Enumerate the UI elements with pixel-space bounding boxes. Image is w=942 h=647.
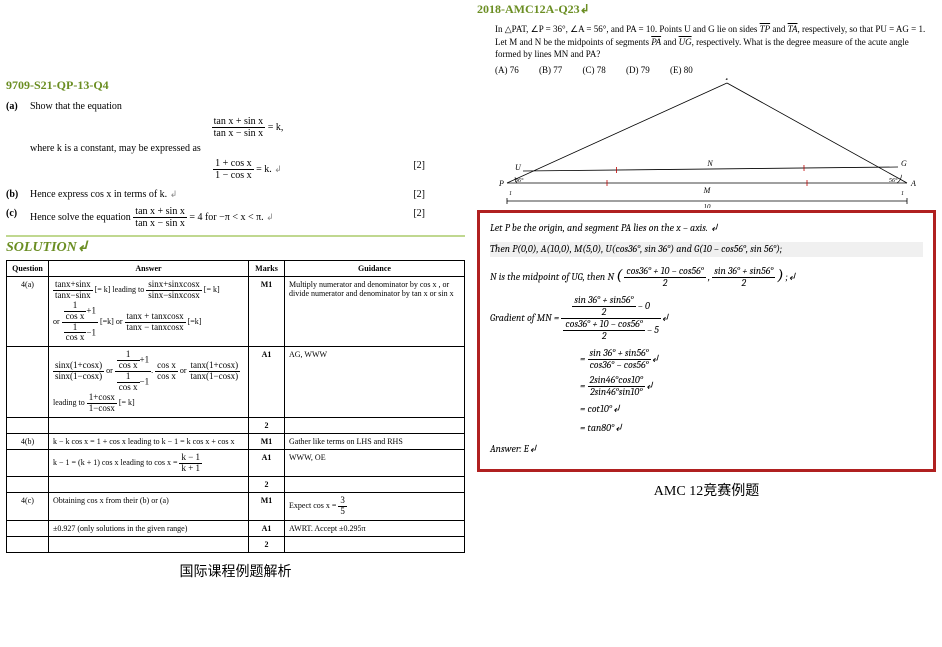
right-heading: 2018-AMC12A-Q23↲: [477, 2, 936, 17]
table-row: 4(c) Obtaining cos x from their (b) or (…: [7, 493, 465, 521]
right-caption: AMC 12竞赛例题: [477, 480, 936, 500]
part-a-label: (a): [6, 99, 30, 114]
table-row: 2: [7, 417, 465, 433]
question-block: (a) Show that the equation tan x + sin x…: [6, 99, 465, 229]
choice-e: (E) 80: [670, 65, 693, 75]
svg-text:M: M: [703, 186, 712, 195]
sol-line-1: Let P be the origin, and segment PA lies…: [490, 221, 923, 236]
table-row: 4(b) k − k cos x = 1 + cos x leading to …: [7, 433, 465, 449]
part-c-text1: Hence solve the equation: [30, 212, 133, 223]
left-heading: 9709-S21-QP-13-Q4: [6, 78, 465, 93]
svg-text:T: T: [725, 78, 730, 82]
part-c-label: (c): [6, 206, 30, 221]
part-a-text2: where k is a constant, may be expressed …: [30, 143, 201, 154]
th-marks: Marks: [249, 261, 285, 277]
part-a-mark: [2]: [413, 158, 425, 173]
answer-choices: (A) 76 (B) 77 (C) 78 (D) 79 (E) 80: [495, 65, 936, 75]
svg-text:10: 10: [704, 203, 712, 208]
choice-c: (C) 78: [583, 65, 606, 75]
choice-d: (D) 79: [626, 65, 650, 75]
svg-text:P: P: [498, 179, 504, 188]
svg-text:1: 1: [509, 191, 512, 197]
left-caption: 国际课程例题解析: [6, 561, 465, 581]
left-column: 9709-S21-QP-13-Q4 (a) Show that the equa…: [0, 0, 471, 647]
svg-text:G: G: [901, 159, 907, 168]
sol-answer: Answer: E↲: [490, 442, 923, 457]
part-b-mark: [2]: [413, 187, 425, 202]
table-row: 2: [7, 537, 465, 553]
svg-text:56°: 56°: [889, 177, 898, 184]
part-b-label: (b): [6, 187, 30, 202]
choice-b: (B) 77: [539, 65, 562, 75]
part-a-text1: Show that the equation: [30, 101, 122, 112]
table-row: ±0.927 (only solutions in the given rang…: [7, 521, 465, 537]
table-row: 4(a) tanx+sinxtanx−sinx [= k] leading to…: [7, 277, 465, 347]
part-b-text: Hence express cos x in terms of k.: [30, 189, 167, 200]
problem-statement: In △PAT, ∠P = 36°, ∠A = 56°, and PA = 10…: [495, 23, 936, 61]
svg-text:1: 1: [901, 191, 904, 197]
table-row: sinx(1+cosx)sinx(1−cosx) or 1cos x+1 1co…: [7, 347, 465, 417]
th-answer: Answer: [49, 261, 249, 277]
svg-text:A: A: [910, 179, 916, 188]
th-question: Question: [7, 261, 49, 277]
triangle-diagram: PATUGMN36°56°1110: [477, 78, 937, 208]
right-column: 2018-AMC12A-Q23↲ In △PAT, ∠P = 36°, ∠A =…: [471, 0, 942, 647]
solution-box: Let P be the origin, and segment PA lies…: [477, 210, 936, 472]
table-row: k − 1 = (k + 1) cos x leading to cos x =…: [7, 449, 465, 477]
part-c-mark: [2]: [413, 206, 425, 221]
mark-scheme-table: Question Answer Marks Guidance 4(a) tanx…: [6, 260, 465, 553]
table-row: 2: [7, 477, 465, 493]
th-guidance: Guidance: [285, 261, 465, 277]
choice-a: (A) 76: [495, 65, 519, 75]
svg-text:N: N: [706, 159, 713, 168]
sol-line-2: Then P(0,0), A(10,0), M(5,0), U(cos36°, …: [490, 242, 923, 257]
svg-text:U: U: [515, 163, 522, 172]
solution-heading: SOLUTION↲: [6, 235, 465, 256]
